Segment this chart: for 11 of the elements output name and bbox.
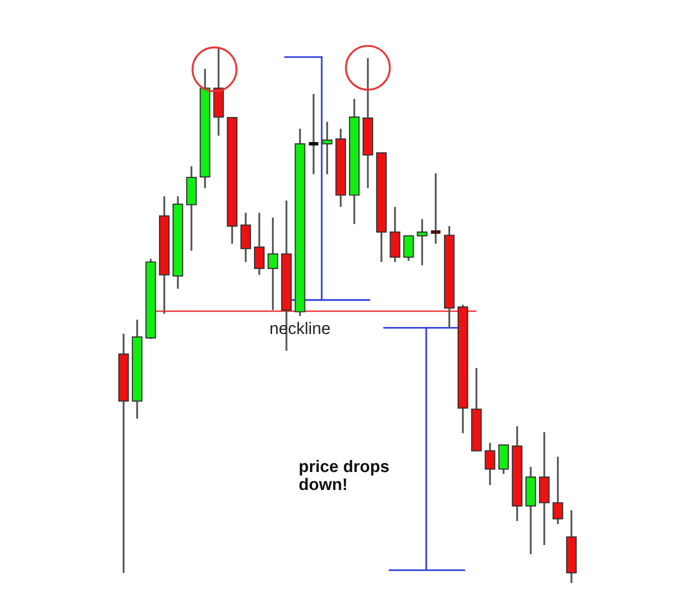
- candlestick: [552, 456, 564, 526]
- candlestick: [430, 172, 440, 245]
- candlestick: [240, 212, 252, 263]
- candlestick: [268, 216, 278, 312]
- candlestick: [484, 442, 496, 486]
- candlestick: [308, 93, 318, 176]
- candlestick: [416, 218, 428, 266]
- candlestick: [322, 120, 332, 176]
- annotation: price drops down!: [299, 460, 389, 490]
- candlestick: [403, 234, 414, 262]
- candlestick: [254, 212, 265, 276]
